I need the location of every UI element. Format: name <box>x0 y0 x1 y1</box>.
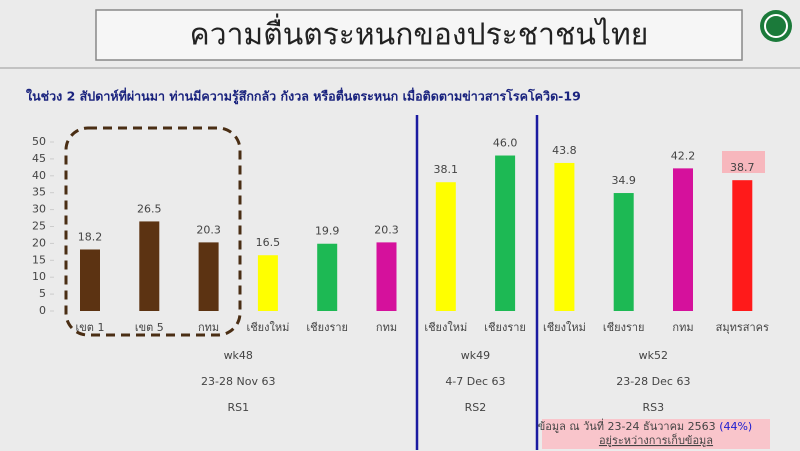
value-label: 16.5 <box>256 236 281 249</box>
value-label: 26.5 <box>137 202 162 215</box>
logo-ring <box>764 14 788 38</box>
group-region: RS2 <box>465 401 487 414</box>
x-tick-label: เชียงราย <box>484 321 526 334</box>
bar <box>317 243 338 311</box>
group-dates: 4-7 Dec 63 <box>445 375 505 388</box>
y-tick-label: 0 <box>39 304 46 317</box>
highlight-frame <box>64 126 242 337</box>
x-tick-label: เชียงใหม่ <box>246 321 289 334</box>
y-tick-label: 45 <box>32 152 46 165</box>
value-label: 46.0 <box>493 137 518 150</box>
value-label: 20.3 <box>196 223 221 236</box>
x-tick-label: เชียงราย <box>603 321 645 334</box>
bar <box>613 193 634 311</box>
y-tick-label: 40 <box>32 169 46 182</box>
y-tick-label: 30 <box>32 203 46 216</box>
bar <box>376 242 397 311</box>
group-week: wk49 <box>461 349 490 362</box>
x-tick-label: เชียงใหม่ <box>424 321 467 334</box>
group-week: wk48 <box>224 349 253 362</box>
group-region: RS1 <box>227 401 249 414</box>
y-tick-label: 20 <box>32 236 46 249</box>
group-region: RS3 <box>643 401 665 414</box>
note-highlight: (44%) <box>719 420 752 433</box>
subtitle: ในช่วง 2 สัปดาห์ที่ผ่านมา ท่านมีความรู้ส… <box>26 88 581 105</box>
bar <box>435 182 456 311</box>
value-label: 20.3 <box>374 223 399 236</box>
group-dates: 23-28 Nov 63 <box>201 375 275 388</box>
x-tick-label: เชียงราย <box>306 321 348 334</box>
bar <box>554 162 575 311</box>
value-label: 18.2 <box>78 230 103 243</box>
y-tick-label: 5 <box>39 287 46 300</box>
bar <box>495 155 516 311</box>
group-dates: 23-28 Dec 63 <box>616 375 690 388</box>
x-tick-label: สมุทรสาคร <box>716 321 769 334</box>
x-tick-label: เชียงใหม่ <box>543 321 586 334</box>
value-label: 34.9 <box>611 174 636 187</box>
bar <box>139 221 160 311</box>
value-label: 42.2 <box>671 149 696 162</box>
bar <box>80 249 100 311</box>
group-week: wk52 <box>639 349 668 362</box>
x-tick-label: เขต 5 <box>135 321 164 334</box>
y-tick-label: 35 <box>32 186 46 199</box>
slide-title: ความตื่นตระหนกของประชาชนไทย <box>190 14 649 53</box>
label-highlight <box>722 151 765 173</box>
bar <box>198 242 219 311</box>
note-text: ข้อมูล ณ วันที่ 23-24 ธันวาคม 2563 <box>538 418 716 433</box>
bar <box>673 168 693 311</box>
value-label: 38.7 <box>730 161 755 174</box>
y-tick-label: 15 <box>32 253 46 266</box>
note-box <box>542 419 770 449</box>
y-tick-label: 50 <box>32 135 46 148</box>
value-label: 43.8 <box>552 144 577 157</box>
value-label: 38.1 <box>434 163 459 176</box>
note-status: อยู่ระหว่างการเก็บข้อมูล <box>599 433 713 447</box>
x-tick-label: กทม <box>672 321 693 334</box>
note: ข้อมูล ณ วันที่ 23-24 ธันวาคม 2563 (44%) <box>538 418 752 433</box>
y-tick-label: 10 <box>32 270 46 283</box>
x-tick-label: กทม <box>376 321 397 334</box>
bar <box>732 180 753 311</box>
y-tick-label: 25 <box>32 220 46 233</box>
x-tick-label: กทม <box>198 321 219 334</box>
title-box <box>95 9 743 61</box>
value-label: 19.9 <box>315 225 340 238</box>
x-tick-label: เขต 1 <box>76 321 105 334</box>
bar <box>257 255 278 311</box>
